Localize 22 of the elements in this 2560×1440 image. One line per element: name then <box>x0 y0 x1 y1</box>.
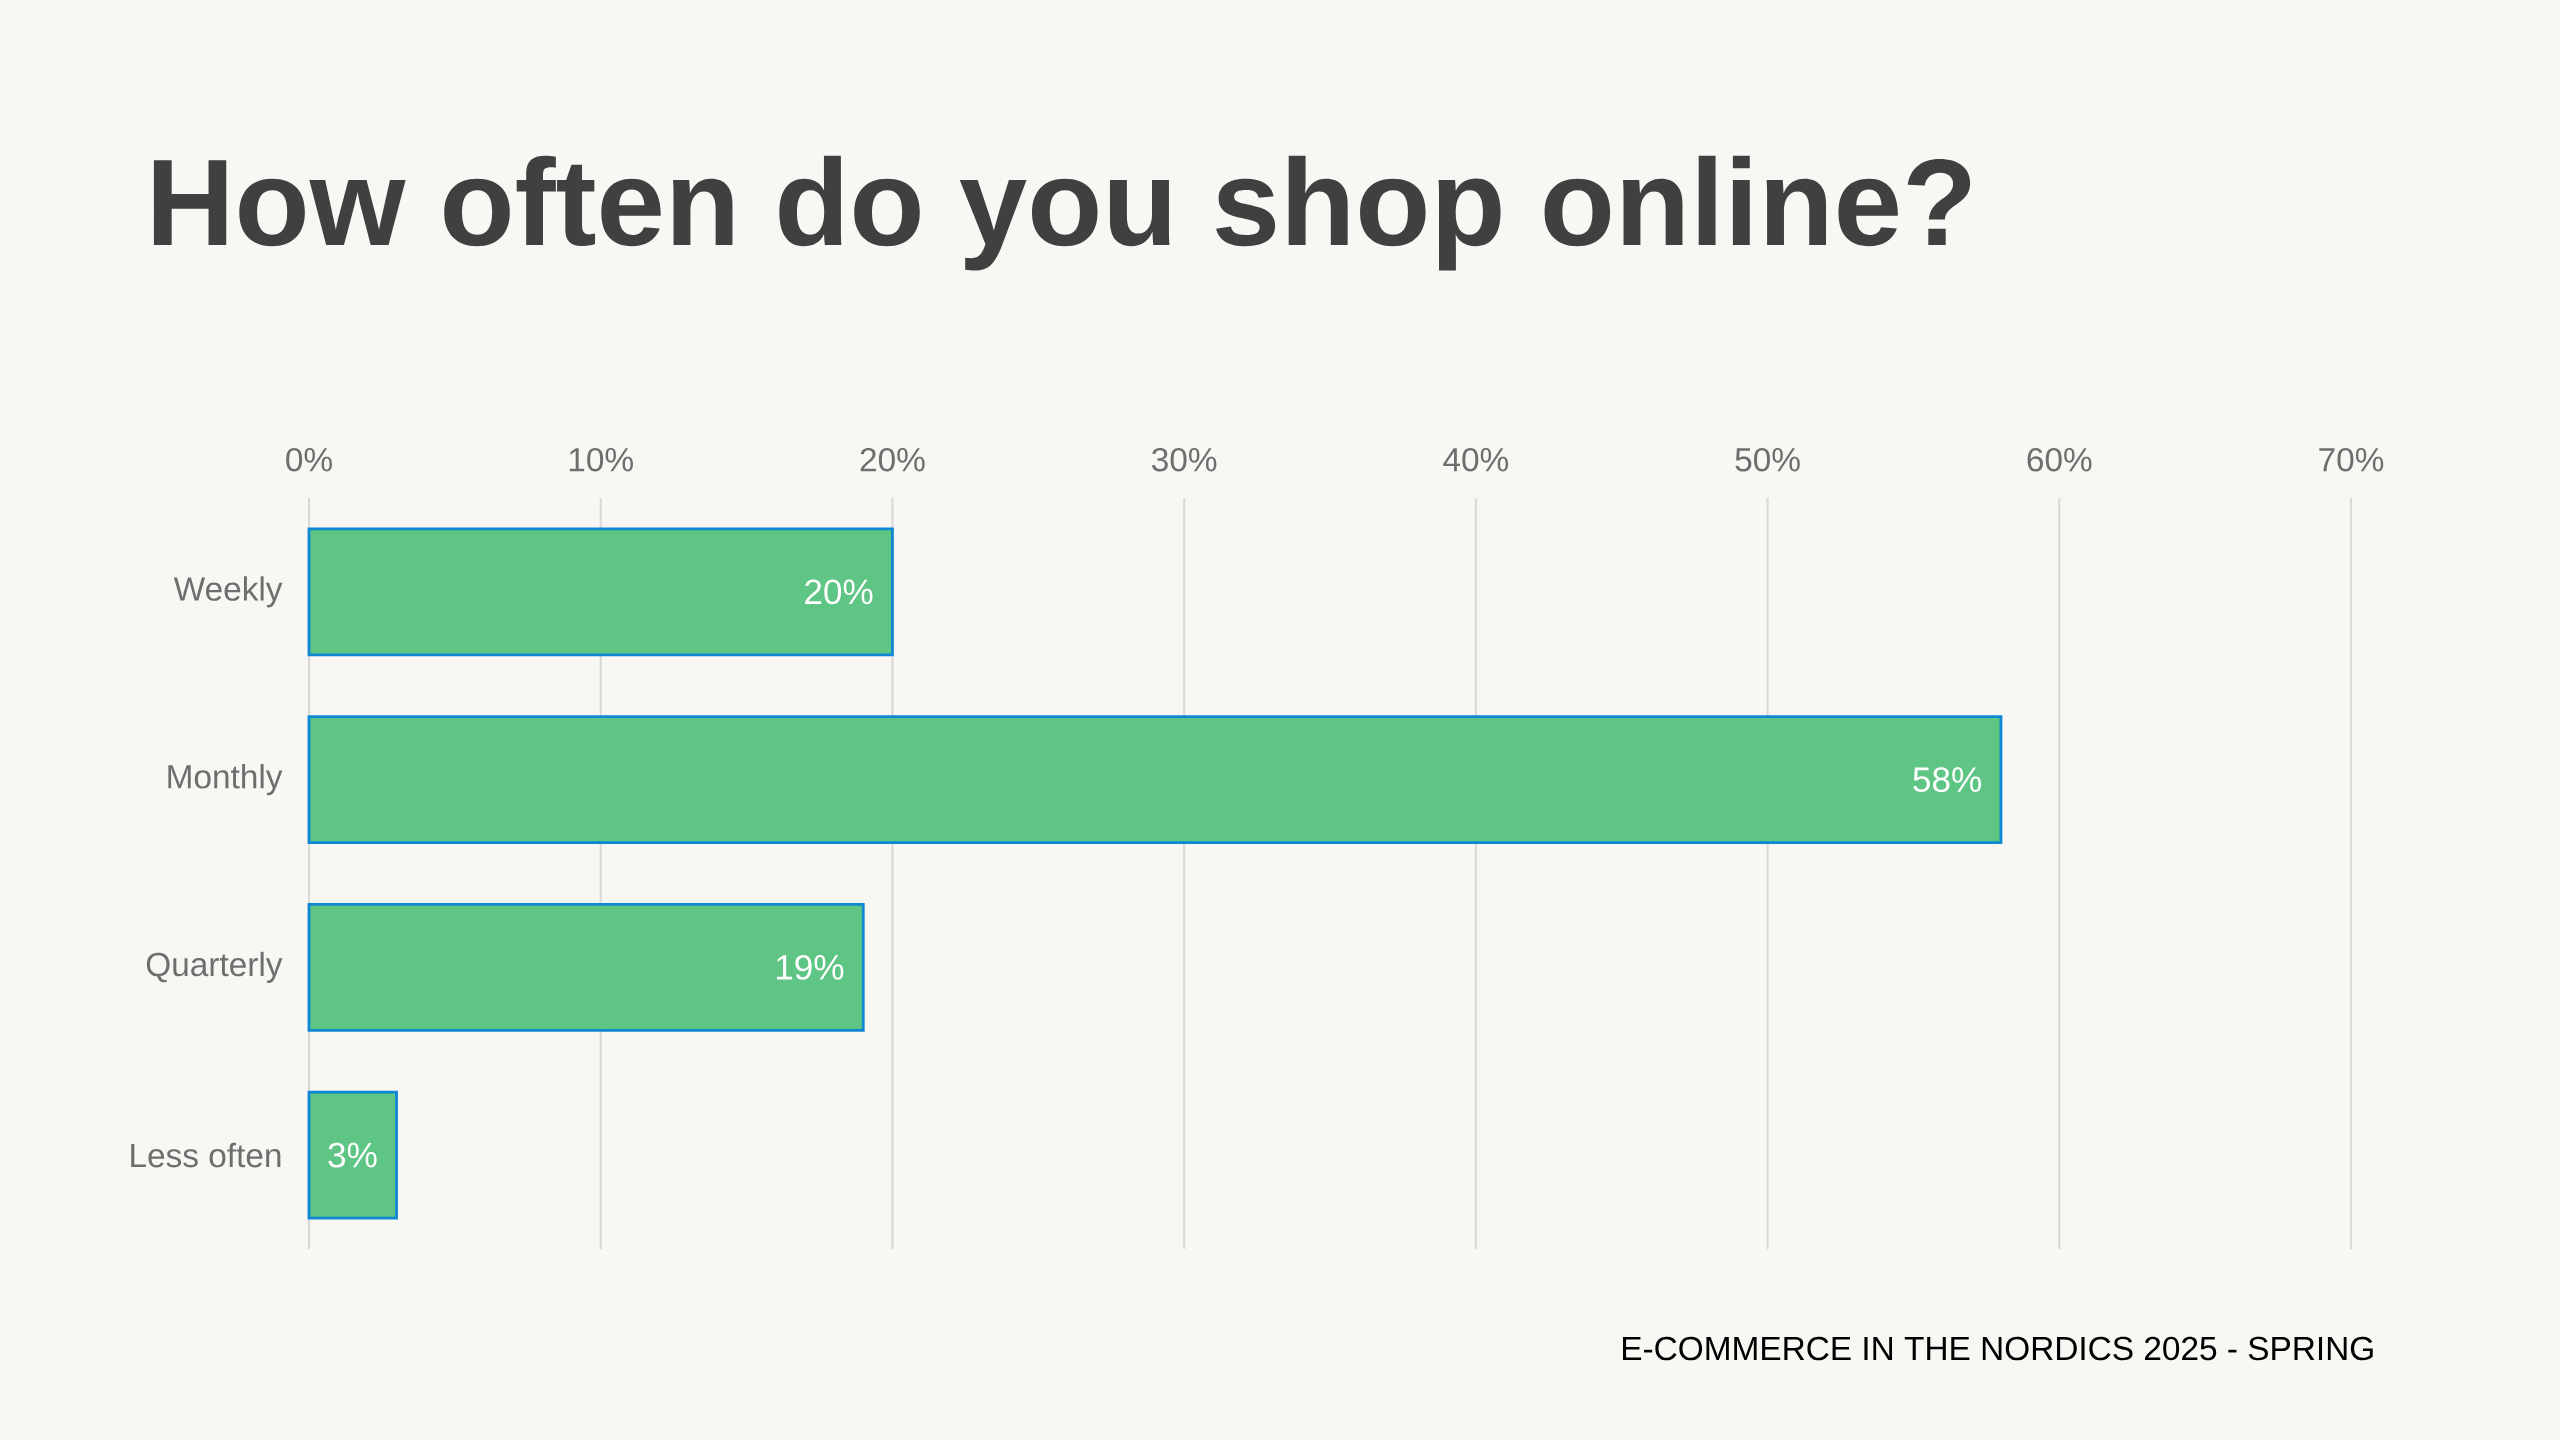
bar <box>307 527 894 657</box>
x-tick-label: 0% <box>286 447 332 472</box>
data-label: 20% <box>805 579 873 605</box>
data-label: 19% <box>776 954 844 980</box>
y-tick-label: Less often <box>131 1142 281 1168</box>
bar <box>307 902 865 1032</box>
bar <box>307 1090 398 1220</box>
x-tick-label: 40% <box>1443 447 1509 472</box>
y-tick-label: Monthly <box>168 764 283 796</box>
data-label: 3% <box>328 1142 377 1168</box>
x-tick-label: 60% <box>2027 447 2092 472</box>
bar <box>307 715 2003 845</box>
y-tick-label: Quarterly <box>146 951 283 983</box>
text: E-COMMERCE IN THE NORDICS 2025 - SPRING <box>1623 1336 2373 1361</box>
x-tick-label: 70% <box>2319 447 2384 472</box>
chart-title: How often do you shop online? <box>153 155 1971 271</box>
x-tick-label: 10% <box>569 447 633 472</box>
x-tick-label: 20% <box>860 447 925 472</box>
y-tick-label: Weekly <box>173 576 283 608</box>
x-tick-label: 30% <box>1152 447 1217 472</box>
data-label: 58% <box>1913 767 1982 793</box>
x-tick-label: 50% <box>1735 447 1800 472</box>
